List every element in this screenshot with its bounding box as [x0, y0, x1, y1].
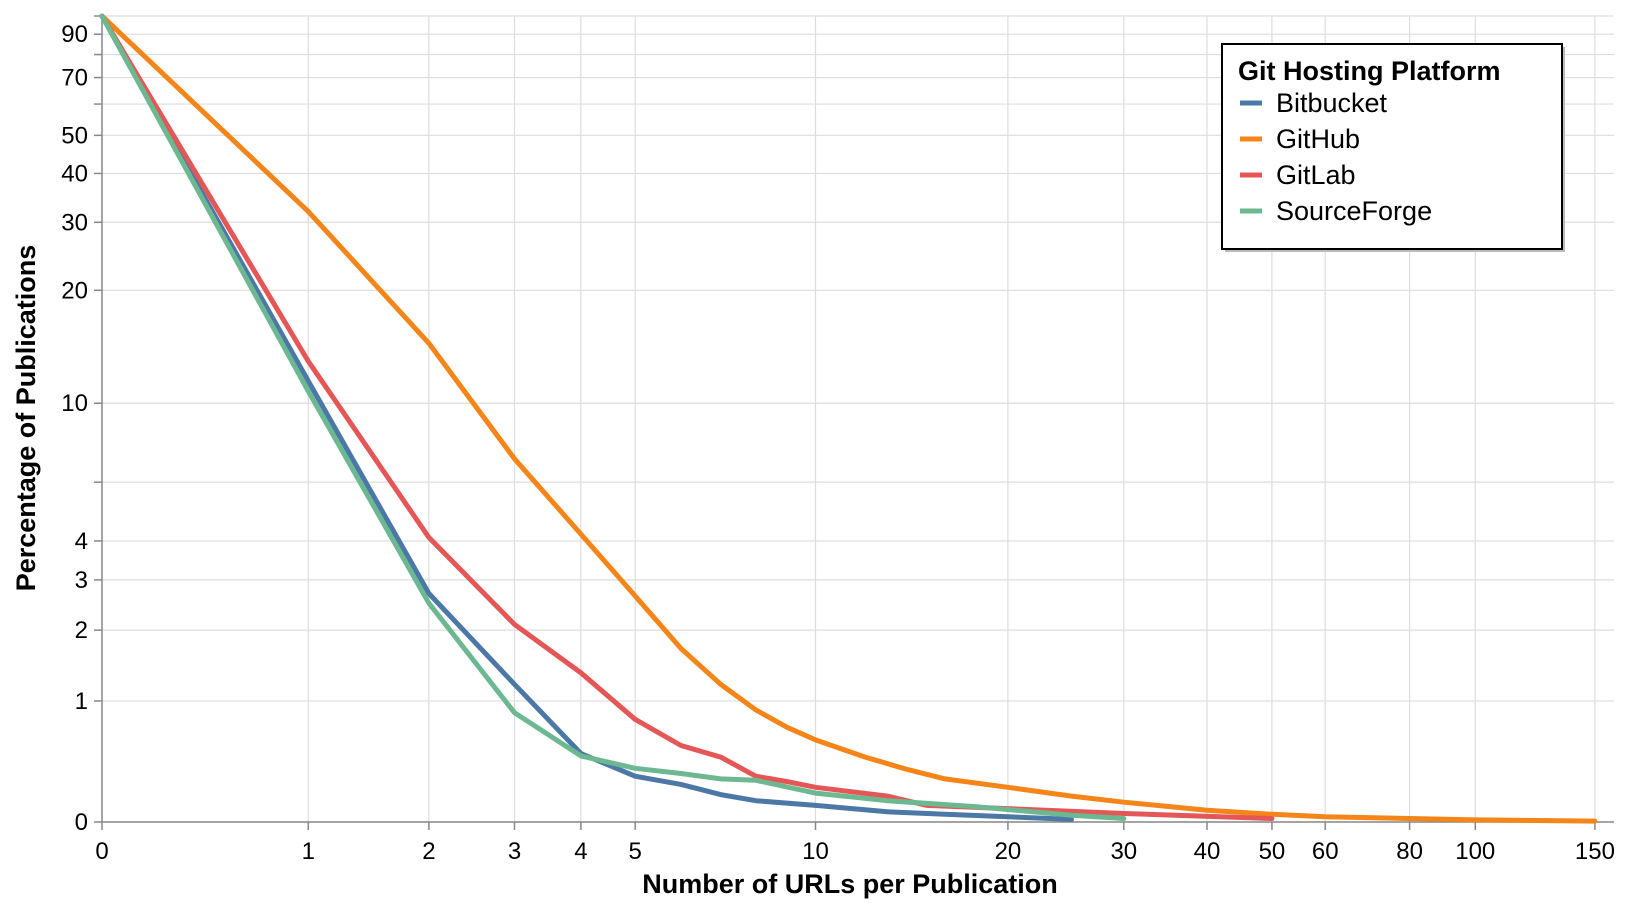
- x-axis-title: Number of URLs per Publication: [642, 869, 1058, 899]
- x-tick-label: 1: [302, 838, 315, 865]
- legend-label-gitlab: GitLab: [1276, 160, 1356, 190]
- x-tick-label: 100: [1455, 838, 1495, 865]
- y-tick-label: 4: [75, 528, 88, 555]
- series-line-gitlab: [99, 13, 1275, 821]
- x-tick-label: 5: [628, 838, 641, 865]
- x-tick-label: 20: [995, 838, 1022, 865]
- x-tick-label: 40: [1194, 838, 1221, 865]
- y-tick-label: 0: [75, 809, 88, 836]
- legend-box: [1221, 43, 1563, 250]
- x-tick-label: 4: [574, 838, 587, 865]
- x-tick-label: 3: [508, 838, 521, 865]
- y-tick-label: 70: [61, 65, 88, 92]
- y-tick-label: 10: [61, 390, 88, 417]
- x-tick-label: 2: [422, 838, 435, 865]
- x-tick-label: 50: [1259, 838, 1286, 865]
- legend-title: Git Hosting Platform: [1238, 56, 1501, 86]
- y-tick-label: 40: [61, 160, 88, 187]
- series-layer: [99, 13, 1598, 824]
- x-tick-label: 10: [802, 838, 829, 865]
- y-tick-label: 20: [61, 277, 88, 304]
- axis-layer: 0 1 2 3 4 5 10 20 30 40 50 60 80 100 150 0 1 2 3 4 10 20 30 40 5…: [61, 15, 1615, 865]
- y-tick-label: 2: [75, 617, 88, 644]
- legend-items: Bitbucket GitHub GitLab SourceForge: [1240, 88, 1432, 226]
- legend-label-sourceforge: SourceForge: [1276, 196, 1432, 226]
- x-tick-label: 0: [95, 838, 108, 865]
- series-line-github: [99, 13, 1598, 824]
- y-tick-label: 1: [75, 688, 88, 715]
- x-tick-label: 150: [1575, 838, 1615, 865]
- legend: Git Hosting Platform Bitbucket GitHub GitL…: [1221, 43, 1565, 252]
- series-line-bitbucket: [99, 13, 1074, 822]
- legend-label-bitbucket: Bitbucket: [1276, 88, 1388, 118]
- y-tick-label: 3: [75, 567, 88, 594]
- x-tick-label: 60: [1312, 838, 1339, 865]
- y-tick-label: 30: [61, 209, 88, 236]
- y-tick-label: 90: [61, 21, 88, 48]
- series-line-sourceforge: [99, 13, 1127, 821]
- x-tick-label: 80: [1396, 838, 1423, 865]
- y-tick-label: 50: [61, 122, 88, 149]
- x-tick-label: 30: [1110, 838, 1137, 865]
- legend-label-github: GitHub: [1276, 124, 1360, 154]
- y-axis-title: Percentage of Publications: [11, 245, 41, 592]
